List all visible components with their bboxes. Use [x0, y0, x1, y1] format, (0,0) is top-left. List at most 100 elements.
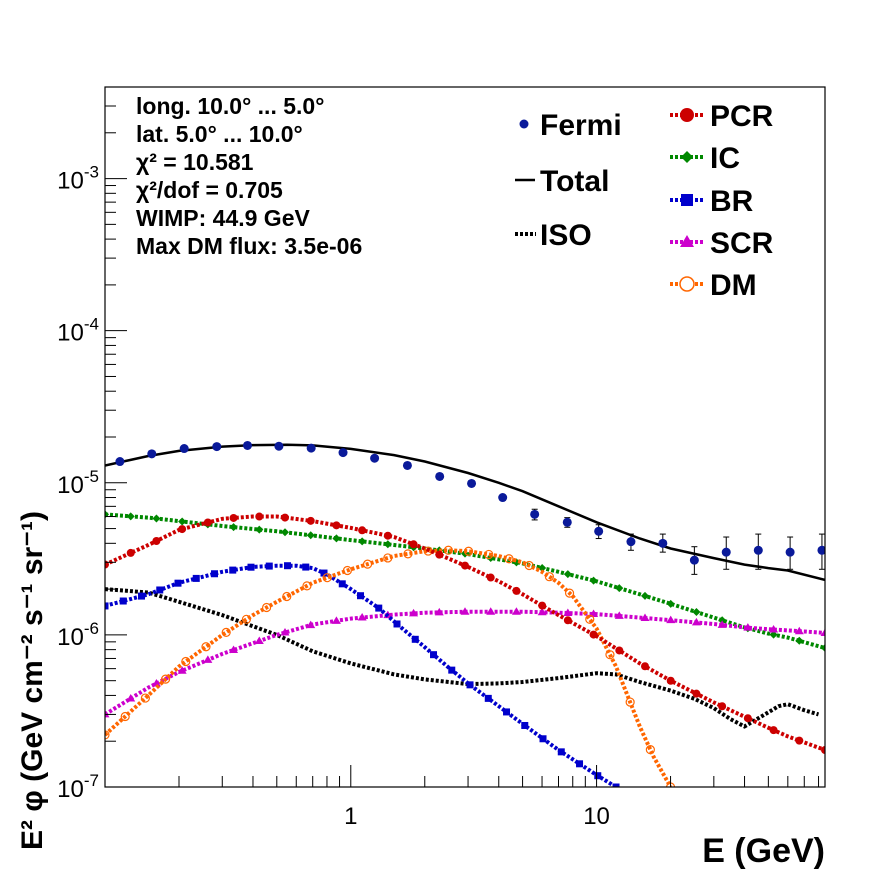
- dm-marker: [362, 559, 373, 569]
- x-tick-labels: 1 10: [344, 803, 610, 830]
- br-marker: [375, 604, 383, 612]
- fermi-point: [498, 493, 508, 503]
- fermi-point: [115, 457, 125, 467]
- fermi-point: [562, 517, 572, 527]
- ic-marker: [332, 534, 341, 543]
- br-marker: [320, 569, 328, 577]
- dm-marker: [105, 730, 110, 740]
- pcr-marker: [255, 512, 264, 521]
- ic-marker: [666, 599, 675, 608]
- pcr-marker: [152, 536, 161, 545]
- br-marker: [612, 783, 620, 787]
- ic-marker: [178, 517, 187, 526]
- legend-br-label: BR: [710, 185, 754, 218]
- fermi-point: [179, 444, 189, 454]
- dm-marker: [160, 674, 171, 684]
- legend-dm-label: DM: [710, 269, 757, 302]
- dm-marker: [443, 545, 453, 555]
- ic-marker: [306, 531, 315, 540]
- dm-marker: [383, 553, 393, 563]
- series-total: [105, 443, 825, 582]
- fermi-point: [243, 440, 253, 450]
- dm-marker: [585, 614, 595, 624]
- fermi-point: [753, 545, 763, 555]
- pcr-marker: [486, 573, 495, 582]
- br-marker: [284, 562, 292, 570]
- info-max-dm-flux: Max DM flux: 3.5e-06: [136, 233, 362, 259]
- pcr-marker: [615, 646, 624, 655]
- fermi-point: [594, 526, 604, 536]
- dm-marker: [282, 591, 292, 602]
- legend-left: Fermi Total ISO: [515, 109, 622, 252]
- br-marker: [448, 666, 456, 674]
- legend-ic-marker: [681, 151, 693, 163]
- pcr-marker: [383, 531, 392, 540]
- scr-marker: [486, 607, 496, 615]
- series-line-br: [105, 563, 618, 787]
- legend-pcr-marker: [680, 108, 694, 122]
- ic-marker: [358, 537, 367, 546]
- br-marker: [466, 681, 474, 689]
- y-tick-label: 10-7: [57, 771, 99, 803]
- legend-ic-label: IC: [710, 142, 740, 175]
- ic-marker: [769, 630, 778, 639]
- series-dm: [105, 545, 676, 787]
- scr-marker: [434, 607, 444, 616]
- dm-marker: [342, 565, 352, 576]
- pcr-marker: [178, 525, 187, 534]
- scr-marker: [511, 607, 521, 615]
- br-marker: [156, 586, 164, 594]
- ic-marker: [821, 644, 825, 653]
- br-marker: [430, 651, 438, 659]
- br-marker: [211, 570, 219, 578]
- ic-marker: [229, 523, 238, 532]
- ic-marker: [255, 525, 264, 534]
- pcr-marker: [461, 561, 469, 570]
- y-axis-title: E² φ (GeV cm⁻² s⁻¹ sr⁻¹): [16, 511, 49, 850]
- fermi-point: [689, 555, 699, 565]
- dm-marker: [625, 697, 635, 707]
- pcr-marker: [563, 616, 572, 625]
- scr-marker: [409, 608, 419, 617]
- scr-marker: [126, 694, 136, 702]
- fermi-point: [721, 547, 731, 557]
- pcr-marker: [718, 702, 727, 711]
- br-marker: [594, 772, 602, 780]
- fermi-point: [785, 547, 795, 557]
- dm-marker: [605, 650, 615, 660]
- legend-right: PCR IC BR SCR DM: [670, 100, 774, 302]
- pcr-marker: [769, 726, 778, 735]
- y-tick-labels: 10-7 10-6 10-5 10-4 10-3: [57, 163, 99, 803]
- dm-marker: [504, 554, 514, 564]
- fermi-point: [212, 442, 222, 452]
- dm-marker: [322, 573, 332, 583]
- scr-marker: [563, 608, 573, 617]
- series-group: [105, 440, 825, 787]
- scr-marker: [177, 666, 187, 674]
- series-line-total: [105, 443, 825, 582]
- legend-scr-label: SCR: [710, 227, 774, 260]
- scr-marker: [280, 628, 290, 636]
- scr-marker: [717, 620, 727, 628]
- info-chi2: χ² = 10.581: [136, 149, 254, 175]
- legend-iso-label: ISO: [540, 219, 592, 252]
- br-marker: [138, 592, 146, 600]
- fit-info-text: long. 10.0° ... 5.0° lat. 5.0° ... 10.0°…: [136, 93, 362, 259]
- pcr-marker: [332, 521, 341, 530]
- scr-marker: [460, 607, 470, 615]
- legend-total-label: Total: [540, 165, 609, 198]
- pcr-marker: [538, 601, 547, 610]
- pcr-marker: [743, 714, 752, 723]
- br-marker: [302, 563, 310, 571]
- pcr-marker: [281, 513, 289, 522]
- scr-marker: [229, 645, 239, 653]
- ic-marker: [795, 636, 804, 645]
- pcr-marker: [358, 526, 367, 535]
- y-tick-label: 10-6: [57, 619, 99, 651]
- fermi-point: [274, 441, 284, 451]
- scr-marker: [105, 709, 110, 718]
- x-tick-label: 1: [344, 803, 357, 830]
- ic-marker: [383, 540, 392, 549]
- scr-marker: [357, 613, 367, 621]
- br-marker: [192, 574, 200, 582]
